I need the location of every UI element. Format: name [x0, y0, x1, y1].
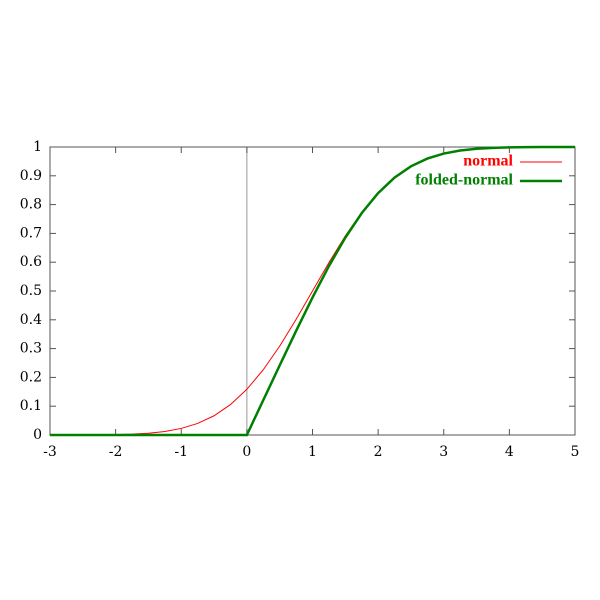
legend-label: folded-normal	[415, 172, 513, 189]
y-tick-label: 0.7	[20, 225, 42, 241]
x-tick-label: -3	[43, 444, 57, 460]
legend-label: normal	[463, 153, 513, 170]
y-tick-label: 0.4	[20, 312, 42, 328]
x-tick-label: 4	[505, 444, 514, 460]
y-tick-label: 0.5	[20, 283, 42, 299]
x-tick-label: 0	[242, 444, 251, 460]
y-tick-label: 0.2	[20, 369, 42, 385]
x-tick-label: -1	[174, 444, 188, 460]
plot-frame	[49, 146, 576, 436]
y-tick-label: 0.8	[20, 197, 42, 213]
x-tick-label: 2	[374, 444, 383, 460]
y-tick-label: 1	[33, 139, 42, 155]
y-tick-label: 0.3	[20, 341, 42, 357]
y-tick-label: 0.9	[20, 168, 42, 184]
x-tick-label: 5	[571, 444, 580, 460]
y-tick-label: 0.6	[20, 254, 42, 270]
series-line	[49, 146, 576, 436]
x-tick-label: 1	[308, 444, 317, 460]
x-tick-label: 3	[439, 444, 448, 460]
y-tick-label: 0	[33, 427, 42, 443]
y-tick-label: 0.1	[20, 398, 42, 414]
x-tick-label: -2	[109, 444, 123, 460]
series-line	[50, 145, 576, 437]
